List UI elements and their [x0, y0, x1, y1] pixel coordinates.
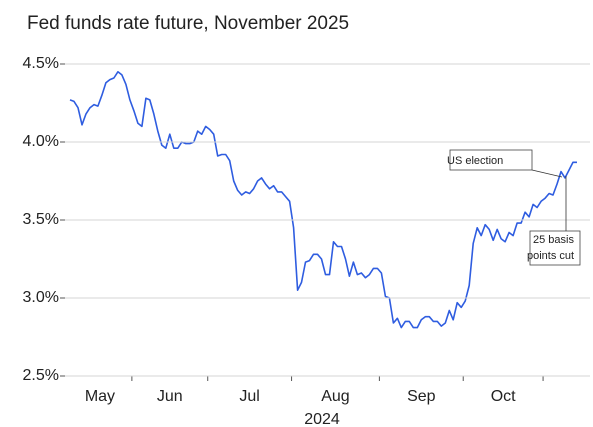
y-tick-label: 2.5%: [23, 367, 59, 384]
annotation-box: [529, 230, 581, 266]
annotation-text: US election: [447, 155, 503, 167]
data-line: [69, 71, 577, 329]
annotation-us-election: US election: [447, 149, 563, 178]
x-tick-label: Jul: [239, 388, 259, 405]
annotation-rate-cut: 25 basis points cut: [527, 176, 581, 266]
x-tick-label: Sep: [407, 388, 436, 405]
x-axis-label: 2024: [304, 411, 340, 427]
y-tick-label: 4.0%: [23, 133, 59, 150]
x-tick-label: Aug: [321, 388, 349, 405]
chart-title: Fed funds rate future, November 2025: [27, 13, 349, 34]
y-tick-label: 3.0%: [23, 289, 59, 306]
annotation-text: 25 basis: [533, 234, 574, 246]
x-tick-label: Oct: [491, 388, 516, 405]
annotation-box: [449, 149, 533, 171]
annotation-text: points cut: [527, 250, 574, 262]
annotation-leader: [531, 169, 563, 178]
x-tick-label: Jun: [157, 388, 183, 405]
y-tick-label: 4.5%: [23, 55, 59, 72]
x-tick-label: May: [85, 388, 115, 405]
y-tick-label: 3.5%: [23, 211, 59, 228]
